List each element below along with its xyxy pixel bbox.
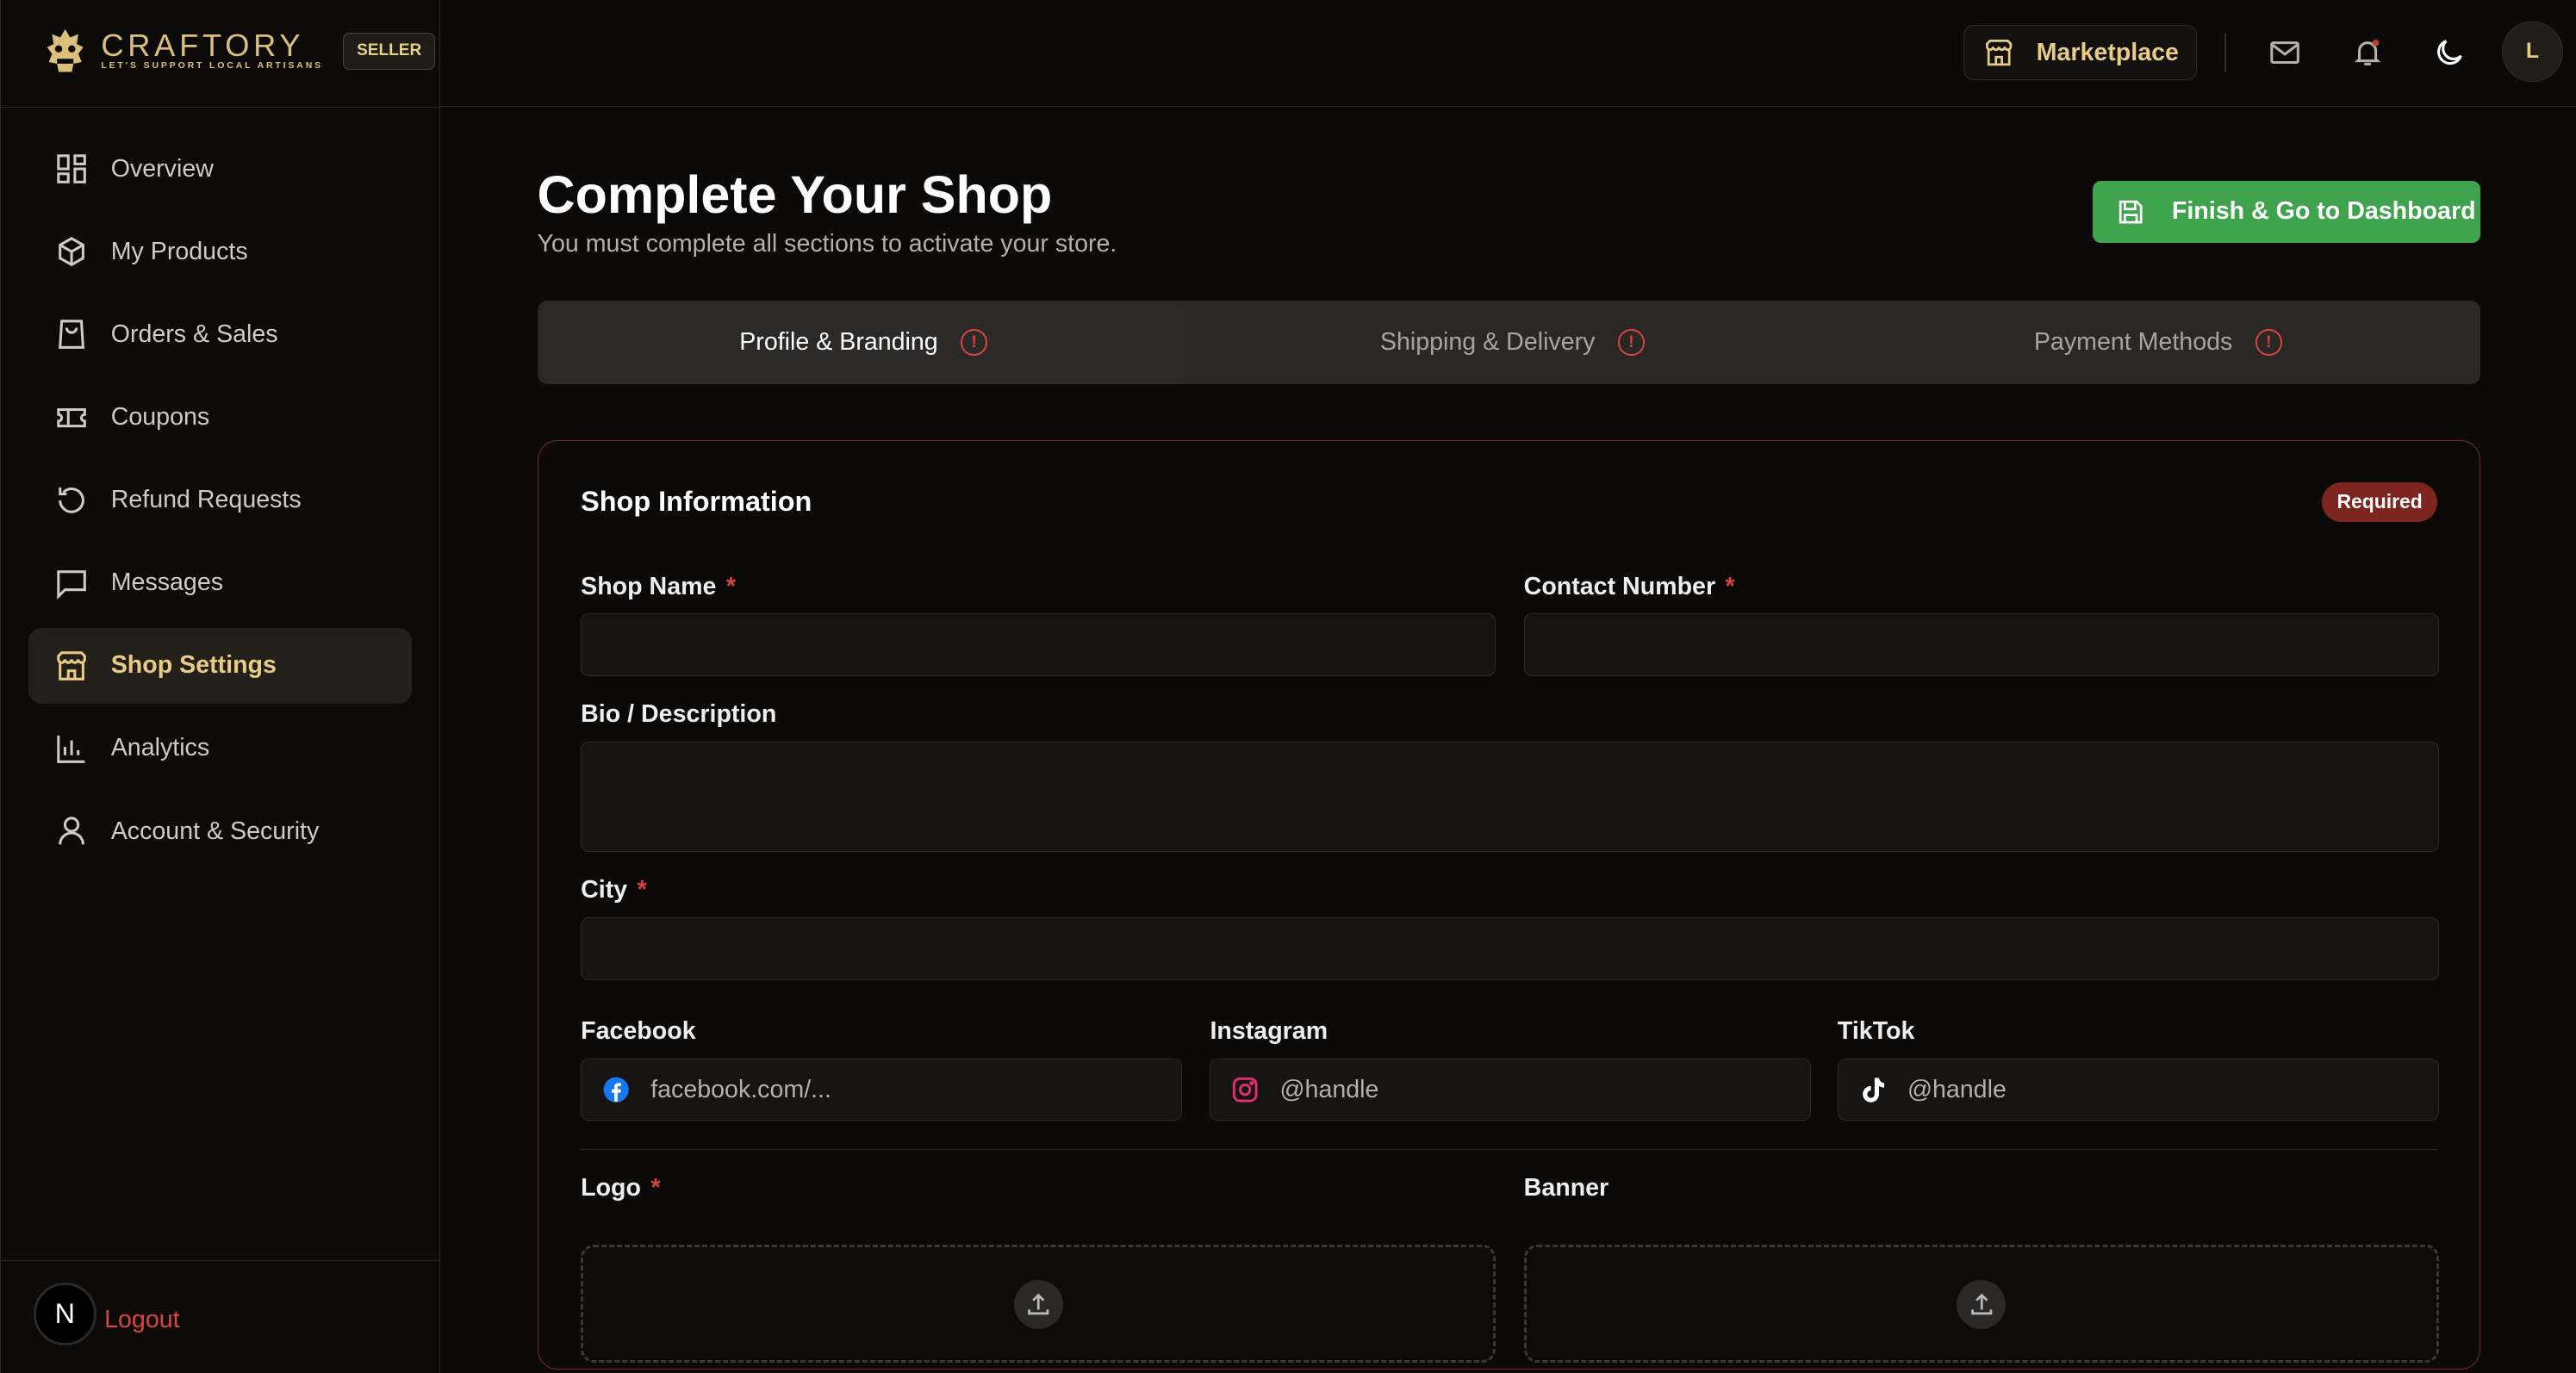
banner-dropzone[interactable] — [1523, 1244, 2439, 1363]
refresh-icon — [59, 487, 84, 513]
sidebar-item-label: Overview — [110, 154, 214, 183]
bell-icon[interactable] — [2351, 36, 2384, 69]
instagram-placeholder: @handle — [1279, 1075, 1379, 1103]
tab-profile-branding[interactable]: Profile & Branding! — [540, 303, 1186, 382]
facebook-placeholder: facebook.com/... — [650, 1075, 831, 1103]
sidebar-item-label: Analytics — [110, 734, 210, 762]
sidebar-item-coupons[interactable]: Coupons — [28, 380, 411, 456]
sidebar-item-messages[interactable]: Messages — [28, 545, 411, 621]
sidebar-item-label: My Products — [110, 237, 248, 265]
message-icon — [57, 569, 86, 600]
user-icon — [59, 817, 84, 845]
finish-dashboard-button[interactable]: Finish & Go to Dashboard — [2093, 180, 2481, 244]
sidebar-item-account-security[interactable]: Account & Security — [28, 793, 411, 869]
tab-bar: Profile & Branding! Shipping & Delivery!… — [537, 300, 2481, 385]
upload-icon — [1957, 1279, 2007, 1329]
brand-logo[interactable]: CRAFTORY LET'S SUPPORT LOCAL ARTISANS SEL… — [42, 28, 436, 73]
tab-label: Payment Methods — [2033, 328, 2233, 357]
moon-icon[interactable] — [2433, 36, 2466, 69]
sidebar-item-my-products[interactable]: My Products — [28, 214, 411, 290]
brand-name: CRAFTORY — [101, 28, 305, 64]
sidebar-item-analytics[interactable]: Analytics — [28, 711, 411, 786]
logo-label: Logo * — [581, 1173, 661, 1202]
divider — [1, 1259, 440, 1261]
bio-textarea[interactable] — [581, 742, 2439, 852]
bar-chart-icon — [57, 735, 85, 763]
tiktok-icon — [1862, 1078, 1884, 1103]
sidebar-item-shop-settings[interactable]: Shop Settings — [28, 628, 412, 704]
avatar[interactable]: N — [34, 1283, 96, 1345]
divider — [2224, 33, 2226, 72]
seller-badge: SELLER — [342, 32, 436, 70]
bio-label: Bio / Description — [581, 700, 777, 729]
store-icon — [1985, 39, 2012, 66]
alert-icon: ! — [2256, 329, 2282, 356]
sidebar-item-label: Shop Settings — [110, 651, 277, 680]
alert-icon: ! — [961, 329, 987, 356]
tiktok-label: TikTok — [1837, 1017, 1915, 1046]
logo-dropzone[interactable] — [581, 1244, 1496, 1363]
shopping-bag-icon — [59, 320, 84, 350]
card-title: Shop Information — [581, 485, 812, 517]
brand-tagline: LET'S SUPPORT LOCAL ARTISANS — [101, 60, 323, 71]
tab-label: Shipping & Delivery — [1379, 328, 1596, 357]
instagram-icon — [1233, 1077, 1258, 1103]
sidebar-item-label: Messages — [110, 568, 224, 597]
required-badge: Required — [2322, 481, 2437, 522]
shop-name-label: Shop Name * — [581, 572, 736, 600]
sidebar-item-label: Account & Security — [110, 817, 320, 845]
save-icon — [2119, 200, 2143, 224]
sidebar-item-refunds[interactable]: Refund Requests — [28, 463, 411, 538]
tab-payment-methods[interactable]: Payment Methods! — [1835, 301, 2480, 384]
tab-shipping-delivery[interactable]: Shipping & Delivery! — [1190, 301, 1835, 384]
tiktok-placeholder: @handle — [1907, 1075, 2007, 1103]
page-subtitle: You must complete all sections to activa… — [537, 229, 1117, 258]
store-icon — [57, 651, 86, 680]
shop-information-card: Shop Information Required Shop Name * Con… — [537, 440, 2481, 1370]
upload-icon — [1013, 1279, 1063, 1329]
city-input[interactable] — [581, 917, 2439, 980]
marketplace-button[interactable]: Marketplace — [1963, 24, 2197, 81]
sidebar-item-label: Coupons — [110, 403, 210, 432]
mail-icon[interactable] — [2268, 36, 2301, 69]
contact-number-input[interactable] — [1523, 613, 2439, 676]
contact-number-label: Contact Number * — [1523, 572, 1735, 600]
marketplace-label: Marketplace — [2036, 38, 2179, 66]
instagram-label: Instagram — [1210, 1017, 1328, 1046]
facebook-label: Facebook — [581, 1017, 696, 1046]
alert-icon: ! — [1618, 329, 1645, 356]
sidebar-item-overview[interactable]: Overview — [28, 132, 411, 208]
facebook-input[interactable]: facebook.com/... — [581, 1059, 1183, 1121]
shop-name-input[interactable] — [581, 613, 1496, 676]
divider — [1, 106, 440, 108]
sidebar-nav: Overview My Products Orders & Sales Coup… — [28, 132, 412, 877]
instagram-input[interactable]: @handle — [1210, 1059, 1812, 1121]
grid-icon — [57, 154, 86, 184]
finish-label: Finish & Go to Dashboard — [2171, 197, 2476, 226]
user-avatar[interactable]: L — [2502, 21, 2563, 83]
logout-button[interactable]: Logout — [104, 1305, 180, 1333]
sidebar-item-label: Orders & Sales — [110, 320, 278, 349]
city-label: City * — [581, 876, 647, 904]
facebook-icon — [603, 1077, 629, 1103]
box-icon — [59, 237, 84, 267]
sidebar-item-orders[interactable]: Orders & Sales — [28, 297, 411, 373]
tiktok-input[interactable]: @handle — [1837, 1059, 2439, 1121]
page-title: Complete Your Shop — [537, 165, 1053, 224]
sidebar-item-label: Refund Requests — [110, 486, 302, 514]
top-header: Marketplace L — [440, 0, 2576, 107]
divider — [581, 1148, 2437, 1150]
tab-label: Profile & Branding — [739, 328, 938, 357]
ticket-icon — [57, 407, 86, 427]
sidebar: CRAFTORY LET'S SUPPORT LOCAL ARTISANS SEL… — [0, 0, 441, 1373]
mask-logo-icon — [47, 29, 84, 72]
banner-label: Banner — [1523, 1173, 1609, 1202]
